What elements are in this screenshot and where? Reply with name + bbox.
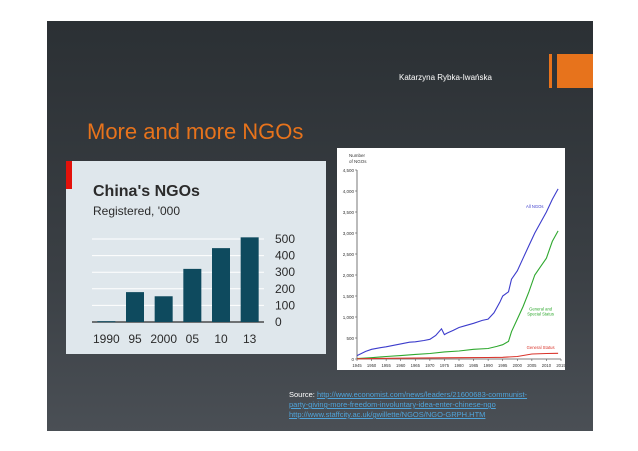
accent-bar-thick bbox=[557, 54, 593, 88]
bar-95 bbox=[126, 292, 144, 322]
bar-ytick-label: 400 bbox=[275, 249, 295, 263]
bar-ytick-label: 500 bbox=[275, 232, 295, 246]
bar-05 bbox=[183, 268, 202, 322]
bar-ytick-label: 300 bbox=[275, 265, 295, 279]
china-ngos-bar-chart: China's NGOs Registered, '000 0 100 200 300… bbox=[66, 161, 326, 354]
line-xtick-label: 2000 bbox=[513, 363, 523, 368]
bar-chart-title: China's NGOs bbox=[93, 183, 200, 200]
source-link-1[interactable]: http://www.economist.com/news/leaders/21… bbox=[316, 390, 528, 399]
slide-title: More and more NGOs bbox=[87, 119, 304, 144]
line-ytick-label: 3,000 bbox=[343, 231, 355, 236]
line-xtick-label: 1960 bbox=[396, 363, 406, 368]
author-name: Katarzyna Rybka-Iwańska bbox=[399, 73, 492, 82]
accent-bar-thin bbox=[549, 54, 552, 88]
line-chart-svg: Number of NGOs 0 500 1,000 1,500 2,000 2,500 3… bbox=[343, 153, 567, 368]
line-ytick-label: 1,000 bbox=[343, 315, 355, 320]
line-xtick-label: 1965 bbox=[411, 363, 421, 368]
line-xtick-label: 2015 bbox=[556, 363, 565, 368]
line-ylabel-2: of NGOs bbox=[349, 159, 367, 164]
bar-chart-subtitle: Registered, '000 bbox=[93, 204, 180, 218]
line-xtick-label: 1980 bbox=[454, 363, 464, 368]
line-ytick-label: 500 bbox=[346, 336, 354, 341]
bar-ytick-label: 200 bbox=[275, 282, 295, 296]
ngo-growth-line-chart: Number of NGOs 0 500 1,000 1,500 2,000 2,500 3… bbox=[337, 148, 567, 370]
line-xtick-label: 1970 bbox=[425, 363, 435, 368]
bar-1990 bbox=[97, 321, 116, 323]
line-xtick-label: 2010 bbox=[542, 363, 552, 368]
line-ylabel: Number bbox=[349, 153, 366, 158]
bar-xtick-label: 13 bbox=[243, 332, 257, 346]
series-line-1 bbox=[356, 230, 559, 360]
series-line-0 bbox=[356, 188, 559, 357]
line-xtick-label: 1950 bbox=[367, 363, 377, 368]
source-citation: Source: http://www.economist.com/news/le… bbox=[289, 390, 589, 420]
source-link-3[interactable]: http://www.staffcity.ac.uk/gwillette/NGO… bbox=[289, 410, 486, 419]
bar-xtick-label: 95 bbox=[128, 332, 142, 346]
line-xtick-label: 1985 bbox=[469, 363, 479, 368]
source-label: Source: bbox=[289, 390, 317, 399]
line-ytick-label: 2,500 bbox=[343, 252, 355, 257]
bar-xtick-label: 1990 bbox=[93, 332, 120, 346]
bar-13 bbox=[240, 237, 259, 322]
bar-xtick-label: 10 bbox=[214, 332, 228, 346]
chart-accent-mark bbox=[66, 161, 72, 189]
line-ytick-label: 1,500 bbox=[343, 294, 355, 299]
series-label: General Status bbox=[527, 345, 555, 350]
bar-ytick-label: 100 bbox=[275, 298, 295, 312]
bar-xtick-label: 05 bbox=[186, 332, 200, 346]
line-xtick-label: 1990 bbox=[483, 363, 493, 368]
line-ytick-label: 3,500 bbox=[343, 210, 355, 215]
series-label: All NGOs bbox=[526, 204, 543, 209]
slide: Katarzyna Rybka-Iwańska More and more NG… bbox=[47, 21, 593, 431]
line-ytick-label: 0 bbox=[351, 357, 354, 362]
series-label: General and bbox=[529, 307, 553, 312]
series-line-2 bbox=[356, 352, 559, 360]
line-xtick-label: 1945 bbox=[352, 363, 362, 368]
bar-10 bbox=[212, 248, 230, 322]
bar-2000 bbox=[154, 296, 173, 322]
bar-xtick-label: 2000 bbox=[150, 332, 177, 346]
bar-chart-svg: China's NGOs Registered, '000 0 100 200 300… bbox=[66, 161, 295, 346]
line-xtick-label: 2005 bbox=[527, 363, 537, 368]
line-ytick-label: 2,000 bbox=[343, 273, 355, 278]
source-link-2[interactable]: party-giving-more-freedom-involuntary-id… bbox=[289, 400, 496, 409]
line-xtick-label: 1995 bbox=[498, 363, 508, 368]
line-xtick-label: 1975 bbox=[440, 363, 450, 368]
bar-ytick-label: 0 bbox=[275, 315, 282, 329]
line-ytick-label: 4,500 bbox=[343, 168, 355, 173]
series-label: Special Status bbox=[527, 312, 554, 317]
line-xtick-label: 1955 bbox=[381, 363, 391, 368]
line-ytick-label: 4,000 bbox=[343, 189, 355, 194]
